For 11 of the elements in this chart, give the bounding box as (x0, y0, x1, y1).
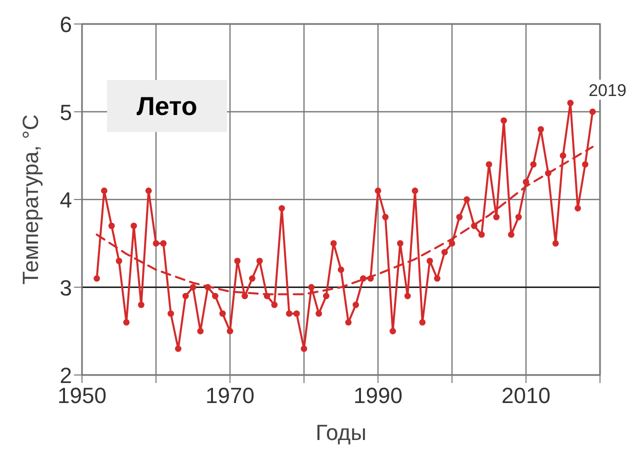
x-tick-label: 2010 (502, 383, 550, 408)
x-tick-label: 1970 (206, 383, 254, 408)
y-tick-label: 6 (60, 12, 72, 37)
y-tick-label: 3 (60, 275, 72, 300)
annotation: 2019 (588, 80, 626, 100)
y-tick-label: 4 (60, 188, 72, 212)
text: Лето (136, 91, 198, 121)
y-axis-title: Температура, °C (18, 114, 43, 285)
x-tick-label: 1990 (354, 383, 402, 408)
y-tick-label: 5 (60, 100, 72, 125)
x-axis-title: Годы (316, 420, 366, 445)
